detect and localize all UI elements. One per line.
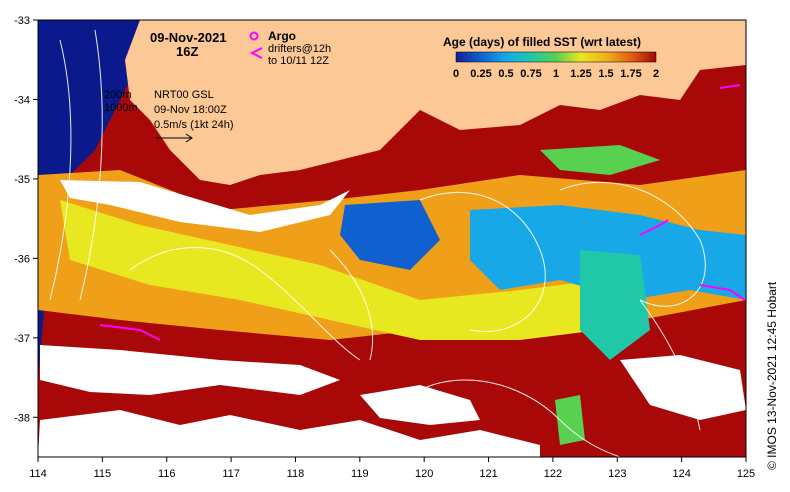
drifter-marker-icon xyxy=(249,47,263,59)
colorbar-tick-label: 0.75 xyxy=(520,68,541,80)
colorbar-tick-label: 0.25 xyxy=(470,68,491,80)
no-data-region-north xyxy=(60,180,350,232)
y-tick-label: -37 xyxy=(14,333,30,345)
time-label: 16Z xyxy=(176,44,198,59)
sst-yellow-band xyxy=(60,200,600,340)
y-tick-label: -33 xyxy=(14,15,30,27)
product-label: NRT00 GSL xyxy=(154,89,214,101)
current-streamlines xyxy=(49,29,706,457)
x-axis: 114 115 116 117 118 119 120 121 122 123 124 125 xyxy=(29,457,755,480)
colorbar-tick-label: 1.25 xyxy=(570,68,591,80)
plot-border xyxy=(37,19,747,458)
x-tick-label: 124 xyxy=(672,468,690,480)
drifters-label-1: drifters@12h xyxy=(268,43,331,55)
no-data-region-south xyxy=(38,410,540,457)
scale-arrow-icon xyxy=(156,133,193,143)
x-tick-label: 117 xyxy=(222,468,240,480)
sst-teal-region xyxy=(580,250,650,360)
no-data-patch-1 xyxy=(360,385,480,425)
y-tick-label: -38 xyxy=(14,412,30,424)
sst-green-patch xyxy=(540,145,660,175)
y-axis: -33 -34 -35 -36 -37 -38 xyxy=(14,15,38,424)
colorbar-tick-label: 1 xyxy=(553,68,559,80)
y-tick-label: -34 xyxy=(14,94,30,106)
depth-200-label: 200m xyxy=(104,89,132,101)
argo-label: Argo xyxy=(268,29,296,43)
legend-title: Age (days) of filled SST (wrt latest) xyxy=(443,35,641,49)
colorbar-tick-label: 2 xyxy=(653,68,659,80)
colorbar-tick-label: 1.5 xyxy=(598,68,613,80)
x-tick-label: 119 xyxy=(351,468,369,480)
x-tick-label: 121 xyxy=(479,468,497,480)
colorbar-tick-label: 0.5 xyxy=(498,68,513,80)
x-tick-label: 120 xyxy=(415,468,433,480)
x-tick-label: 116 xyxy=(158,468,176,480)
sst-blue-patch xyxy=(340,200,440,270)
scale-label: 0.5m/s (1kt 24h) xyxy=(154,119,233,131)
drifters-label-2: to 10/11 12Z xyxy=(268,55,329,67)
y-tick-label: -36 xyxy=(14,253,30,265)
colorbar xyxy=(455,51,657,63)
y-tick-label: -35 xyxy=(14,174,30,186)
deep-ocean-region xyxy=(38,20,150,380)
argo-marker-icon xyxy=(249,31,259,41)
depth-1000-label: 1000m xyxy=(104,102,138,114)
colorbar-tick-label: 0 xyxy=(453,68,459,80)
colorbar-ticks: 0 0.25 0.5 0.75 1 1.25 1.5 1.75 2 xyxy=(453,68,659,80)
x-tick-label: 115 xyxy=(94,468,112,480)
credit-text: © IMOS 13-Nov-2021 12:45 Hobart xyxy=(765,281,779,470)
no-data-patch-2 xyxy=(620,355,746,420)
colorbar-tick-label: 1.75 xyxy=(620,68,641,80)
x-tick-label: 125 xyxy=(737,468,755,480)
drifter-tracks xyxy=(99,84,746,341)
x-tick-label: 122 xyxy=(544,468,562,480)
date-label: 09-Nov-2021 xyxy=(150,30,227,45)
map-plot-area xyxy=(38,20,746,457)
product-time: 09-Nov 18:00Z xyxy=(154,104,227,116)
x-tick-label: 118 xyxy=(287,468,305,480)
no-data-region-mid xyxy=(40,345,340,395)
x-tick-label: 123 xyxy=(608,468,626,480)
sst-green-patch-south xyxy=(555,395,585,445)
x-tick-label: 114 xyxy=(29,468,47,480)
